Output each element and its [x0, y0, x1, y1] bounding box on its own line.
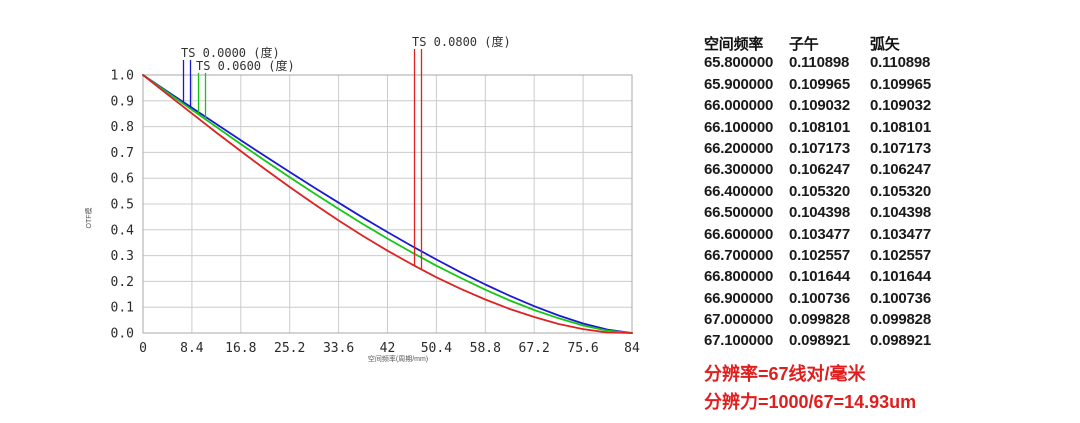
mtf-curve	[142, 74, 633, 334]
y-tick-label: 0.2	[111, 275, 134, 290]
x-tick-label: 67.2	[519, 341, 550, 356]
table-cell: 0.110898	[870, 54, 931, 72]
y-tick-label: 0.7	[111, 146, 134, 161]
x-tick-label: 8.4	[180, 341, 204, 356]
x-tick-label: 84	[624, 341, 640, 356]
table-cell: 66.100000	[704, 118, 774, 136]
table-cell: 0.105320	[870, 182, 931, 200]
legend-label: TS 0.0600 (度)	[196, 58, 295, 73]
y-tick-label: 0.3	[111, 249, 134, 264]
table-cell: 67.000000	[704, 311, 774, 329]
table-cell: 0.103477	[870, 225, 931, 243]
table-cell: 0.109032	[789, 97, 850, 115]
table-cell: 0.099828	[870, 311, 931, 329]
resolution-note-1: 分辨率=67线对/毫米	[704, 364, 866, 384]
x-tick-label: 58.8	[470, 341, 501, 356]
table-cell: 65.900000	[704, 75, 774, 93]
legend-label: TS 0.0800 (度)	[412, 34, 511, 49]
y-tick-label: 0.4	[111, 223, 135, 238]
table-header-cell: 弧矢	[870, 36, 900, 53]
mtf-chart: TS 0.0000 (度)TS 0.0600 (度)TS 0.0800 (度) …	[84, 34, 640, 363]
table-cell: 0.109965	[870, 75, 931, 93]
x-tick-label: 0	[139, 341, 147, 356]
table-header-cell: 空间频率	[704, 36, 764, 53]
table-cell: 66.200000	[704, 139, 774, 157]
table-cell: 0.108101	[870, 118, 931, 136]
table-cell: 0.101644	[870, 268, 931, 286]
mtf-table: 空间频率 子午 弧矢 65.800000 0.110898 0.110898 65.9000…	[704, 33, 1074, 354]
y-tick-label: 1.0	[111, 69, 134, 84]
mtf-curve	[142, 74, 633, 334]
y-axis-title: OTF模	[84, 208, 93, 229]
legend-layer: TS 0.0000 (度)TS 0.0600 (度) TS 0.0800 (度)	[181, 34, 511, 270]
table-cell: 65.800000	[704, 54, 774, 72]
table-cell: 0.099828	[789, 311, 850, 329]
curve-layer	[142, 74, 633, 334]
table-cell: 0.100736	[870, 289, 931, 307]
table-cell: 66.600000	[704, 225, 774, 243]
table-cell: 0.106247	[789, 161, 850, 179]
table-cell: 66.300000	[704, 161, 774, 179]
table-cell: 0.101644	[789, 268, 850, 286]
table-cell: 0.098921	[789, 332, 850, 350]
mtf-curve	[142, 74, 633, 334]
y-tick-label: 0.5	[111, 198, 134, 213]
table-header-cell: 子午	[789, 36, 819, 53]
table-cell: 66.500000	[704, 204, 774, 222]
x-tick-label: 50.4	[421, 341, 452, 356]
table-cell: 0.106247	[870, 161, 931, 179]
x-tick-label: 25.2	[274, 341, 305, 356]
x-axis-title: 空间频率(周期/mm)	[368, 354, 428, 363]
resolution-note-2: 分辨力=1000/67=14.93um	[704, 392, 917, 412]
table-cell: 0.103477	[789, 225, 850, 243]
y-tick-label: 0.8	[111, 120, 134, 135]
table-cell: 0.107173	[789, 139, 850, 157]
table-cell: 0.102557	[789, 246, 850, 264]
table-cell: 0.110898	[789, 54, 850, 72]
table-cell: 0.104398	[870, 204, 931, 222]
x-tick-label: 42	[380, 341, 396, 356]
legend-label: TS 0.0000 (度)	[181, 45, 280, 60]
grid-layer	[142, 74, 633, 334]
table-cell: 0.102557	[870, 246, 931, 264]
table-cell: 0.109032	[870, 97, 931, 115]
x-tick-label: 75.6	[567, 341, 598, 356]
y-tick-label: 0.1	[111, 301, 134, 316]
x-tick-label: 16.8	[225, 341, 256, 356]
table-cell: 0.107173	[870, 139, 931, 157]
tick-layer: 1.0 0.9 0.8 0.7 0.6 0.5 0.4 0.3 0.2 0.1 0.0 0 8.4 16.…	[111, 69, 640, 357]
table-cell: 67.100000	[704, 332, 774, 350]
y-tick-label: 0.6	[111, 172, 134, 187]
table-cell: 0.105320	[789, 182, 850, 200]
y-tick-label: 0.0	[111, 327, 134, 342]
data-panel: 空间频率 子午 弧矢 65.800000 0.110898 0.110898 65.9000…	[704, 33, 1074, 354]
x-tick-label: 33.6	[323, 341, 354, 356]
table-cell: 0.100736	[789, 289, 850, 307]
table-cell: 66.900000	[704, 289, 774, 307]
table-cell: 66.400000	[704, 182, 774, 200]
table-cell: 0.104398	[789, 204, 850, 222]
table-cell: 66.000000	[704, 97, 774, 115]
table-cell: 0.109965	[789, 75, 850, 93]
table-cell: 0.098921	[870, 332, 931, 350]
plot-border	[142, 74, 633, 334]
table-cell: 0.108101	[789, 118, 850, 136]
table-cell: 66.700000	[704, 246, 774, 264]
y-tick-label: 0.9	[111, 94, 134, 109]
table-cell: 66.800000	[704, 268, 774, 286]
